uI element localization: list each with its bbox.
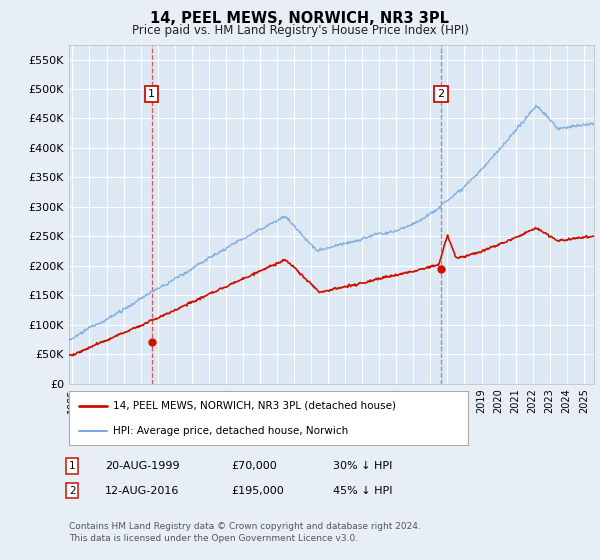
Text: HPI: Average price, detached house, Norwich: HPI: Average price, detached house, Norw… [113,426,348,436]
Text: 1: 1 [148,89,155,99]
Text: 20-AUG-1999: 20-AUG-1999 [105,461,179,471]
Text: 2: 2 [69,486,76,496]
Text: Price paid vs. HM Land Registry's House Price Index (HPI): Price paid vs. HM Land Registry's House … [131,24,469,36]
Text: £195,000: £195,000 [231,486,284,496]
Text: 1: 1 [69,461,76,471]
Text: 14, PEEL MEWS, NORWICH, NR3 3PL: 14, PEEL MEWS, NORWICH, NR3 3PL [151,11,449,26]
Text: £70,000: £70,000 [231,461,277,471]
Text: 30% ↓ HPI: 30% ↓ HPI [333,461,392,471]
Text: 45% ↓ HPI: 45% ↓ HPI [333,486,392,496]
Text: 12-AUG-2016: 12-AUG-2016 [105,486,179,496]
Text: 2: 2 [437,89,445,99]
Text: Contains HM Land Registry data © Crown copyright and database right 2024.
This d: Contains HM Land Registry data © Crown c… [69,522,421,543]
Text: 14, PEEL MEWS, NORWICH, NR3 3PL (detached house): 14, PEEL MEWS, NORWICH, NR3 3PL (detache… [113,401,396,411]
